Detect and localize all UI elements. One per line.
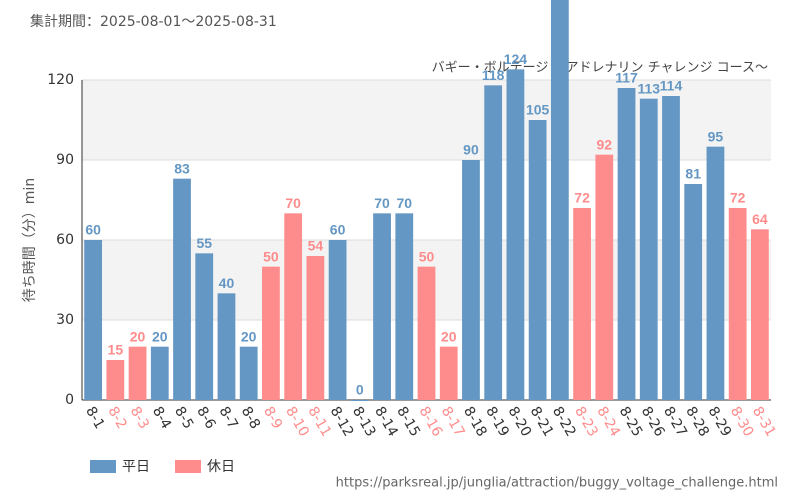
x-tick-label: 8-31 xyxy=(749,404,779,440)
value-label: 72 xyxy=(574,190,590,206)
x-tick-label: 8-4 xyxy=(149,404,174,432)
value-label: 70 xyxy=(285,195,301,211)
value-label: 20 xyxy=(441,328,457,344)
x-tick-label: 8-2 xyxy=(104,404,129,432)
value-label: 72 xyxy=(730,190,746,206)
value-label: 124 xyxy=(504,51,528,67)
legend-swatch xyxy=(90,460,116,473)
value-label: 60 xyxy=(330,222,346,238)
value-label: 117 xyxy=(615,70,638,86)
bar xyxy=(550,0,569,401)
source-url: https://parksreal.jp/junglia/attraction/… xyxy=(336,476,778,491)
bar xyxy=(528,120,547,400)
value-label: 50 xyxy=(263,248,279,264)
bar xyxy=(262,266,280,400)
bar xyxy=(639,98,658,401)
bar xyxy=(373,213,391,400)
bar xyxy=(684,184,703,400)
x-tick-label: 8-9 xyxy=(260,404,285,432)
bar xyxy=(706,146,725,400)
y-tick-label: 0 xyxy=(65,392,74,408)
value-label: 20 xyxy=(241,328,257,344)
value-label: 55 xyxy=(196,235,212,251)
value-label: 70 xyxy=(374,195,390,211)
value-label: 113 xyxy=(637,80,660,96)
bar xyxy=(128,346,147,400)
x-tick-label: 8-5 xyxy=(171,404,196,432)
bar xyxy=(595,154,614,400)
value-label: 54 xyxy=(308,238,324,254)
value-label: 15 xyxy=(108,342,124,358)
bar xyxy=(173,178,191,400)
bar xyxy=(195,253,214,400)
y-tick-label: 60 xyxy=(56,232,74,248)
bar xyxy=(328,240,347,400)
bar xyxy=(506,69,525,400)
legend-label: 平日 xyxy=(122,459,150,475)
value-label: 40 xyxy=(219,275,235,291)
legend-swatch xyxy=(175,460,201,473)
x-tick-label: 8-1 xyxy=(82,404,107,432)
value-label: 20 xyxy=(152,328,168,344)
chart-title: 集計期間：2025-08-01～2025-08-31 xyxy=(30,13,277,30)
bar xyxy=(484,85,503,400)
x-tick-label: 8-7 xyxy=(216,404,241,432)
value-label: 0 xyxy=(356,382,364,398)
x-tick-label: 8-8 xyxy=(238,404,263,432)
bar xyxy=(417,266,436,400)
value-label: 64 xyxy=(752,211,768,227)
y-axis-label: 待ち時間（分）min xyxy=(22,178,38,302)
value-label: 81 xyxy=(685,166,701,182)
bar xyxy=(284,213,303,400)
value-label: 114 xyxy=(660,78,683,94)
value-label: 105 xyxy=(526,102,550,118)
bar xyxy=(728,208,747,400)
value-label: 83 xyxy=(174,160,190,176)
value-label: 70 xyxy=(396,195,412,211)
value-label: 95 xyxy=(708,128,724,144)
bar xyxy=(573,208,591,400)
bar xyxy=(462,160,480,400)
bar xyxy=(662,96,680,400)
bar xyxy=(750,229,769,400)
value-label: 50 xyxy=(419,248,435,264)
bar xyxy=(617,88,636,400)
bar xyxy=(306,256,325,400)
bar xyxy=(150,346,169,400)
bar xyxy=(395,213,414,400)
bar xyxy=(239,346,258,400)
bar xyxy=(439,346,458,400)
y-tick-label: 90 xyxy=(56,152,74,168)
x-tick-label: 8-6 xyxy=(193,404,218,432)
x-tick-label: 8-3 xyxy=(127,404,152,432)
value-label: 90 xyxy=(463,142,479,158)
value-label: 60 xyxy=(85,222,101,238)
value-label: 92 xyxy=(597,136,613,152)
bar xyxy=(350,400,369,401)
legend-label: 休日 xyxy=(207,459,235,475)
bar xyxy=(217,293,236,400)
y-tick-label: 30 xyxy=(56,312,74,328)
value-label: 118 xyxy=(482,67,505,83)
value-label: 20 xyxy=(130,328,146,344)
bar xyxy=(84,240,103,400)
y-tick-label: 120 xyxy=(47,72,74,88)
bar xyxy=(106,360,125,400)
